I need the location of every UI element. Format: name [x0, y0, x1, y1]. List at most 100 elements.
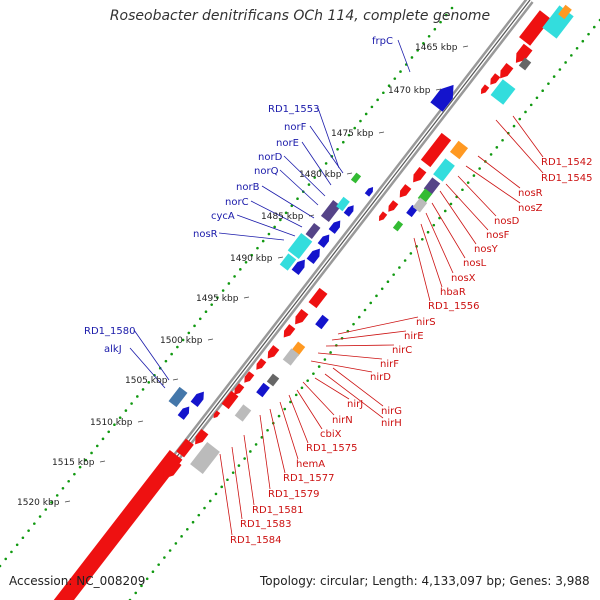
inner-tick-dot — [231, 471, 235, 474]
outer-tick-dot — [141, 388, 145, 391]
outer-tick-dot — [0, 564, 2, 568]
inner-tick-dot — [329, 351, 332, 354]
inner-tick-dot — [151, 570, 155, 574]
inner-tick-dot — [312, 372, 315, 375]
outer-tick-dot — [244, 260, 248, 264]
outer-tick-dot — [387, 84, 391, 87]
forward-leader-line — [236, 214, 296, 237]
outer-tick-dot — [433, 27, 437, 31]
outer-tick-dot — [50, 501, 53, 504]
feature-box — [350, 172, 362, 184]
reverse-leader-line — [279, 401, 299, 460]
feature-box — [336, 196, 350, 212]
outer-tick-dot — [439, 20, 442, 24]
outer-tick-dot — [227, 282, 231, 285]
forward-gene-arrow — [177, 406, 190, 420]
outer-tick-dot — [239, 268, 242, 271]
outer-tick-dot — [113, 423, 116, 427]
outer-tick-dot — [193, 324, 196, 328]
kbp-tick-labels: 1465 kbp 1470 kbp 1475 kbp 1480 kbp 1485 kbp… — [17, 43, 469, 508]
inner-tick-dot — [592, 25, 596, 29]
outer-tick-dot — [4, 557, 8, 561]
reverse-leader-line — [457, 175, 497, 217]
outer-tick-dot — [95, 444, 99, 448]
feature-box — [433, 158, 455, 182]
forward-gene-label: cycA — [211, 211, 235, 222]
kbp-tick-mark — [435, 88, 442, 91]
feature-box — [190, 442, 220, 474]
feature-box — [449, 140, 469, 160]
forward-leader-line — [309, 125, 344, 174]
label-leader-lines — [129, 39, 544, 536]
kbp-tick-mark — [64, 500, 71, 503]
reverse-leader-line — [317, 352, 383, 360]
outer-tick-dot — [444, 13, 448, 17]
reverse-gene-arrow — [388, 200, 399, 212]
feature-box — [420, 132, 452, 168]
inner-tick-dot — [506, 131, 510, 135]
inner-tick-dot — [145, 577, 149, 581]
outer-tick-dot — [55, 494, 59, 497]
inner-tick-dot — [438, 216, 441, 220]
outer-tick-dot — [267, 232, 271, 236]
outer-tick-dot — [181, 338, 185, 342]
reverse-gene-arrow — [195, 428, 209, 445]
reverse-gene-label: RD1_1545 — [541, 173, 592, 184]
inner-tick-dot — [466, 181, 470, 184]
forward-gene-label: norF — [284, 122, 307, 133]
inner-tick-dot — [317, 365, 321, 368]
inner-tick-dot — [283, 407, 287, 411]
inner-tick-dot — [163, 556, 166, 559]
outer-tick-dot — [324, 162, 328, 165]
outer-tick-dot — [450, 6, 454, 10]
inner-tick-dot — [254, 443, 258, 446]
kbp-tick-mark — [172, 378, 179, 381]
inner-tick-dot — [369, 301, 373, 305]
reverse-gene-label: RD1_1581 — [252, 505, 303, 516]
reverse-gene-arrow — [213, 410, 221, 419]
outer-tick-dot — [233, 275, 236, 278]
feature-box — [266, 373, 280, 387]
kbp-tick-label: 1495 kbp — [196, 294, 239, 304]
inner-tick-dot — [277, 414, 281, 418]
kbp-tick-mark — [137, 420, 144, 423]
inner-tick-dot — [587, 32, 590, 36]
outer-tick-dot — [21, 536, 25, 540]
inner-tick-dot — [570, 54, 573, 57]
inner-tick-dot — [203, 506, 206, 510]
inner-tick-dot — [409, 252, 413, 255]
outer-tick-dot — [187, 331, 191, 335]
reverse-gene-label: nosL — [463, 258, 487, 269]
inner-tick-dot — [558, 68, 562, 71]
feature-box — [392, 220, 404, 232]
reverse-leader-line — [425, 212, 454, 274]
inner-tick-dot — [432, 223, 436, 227]
forward-leader-line — [129, 347, 166, 389]
outer-tick-dot — [353, 126, 357, 130]
reverse-gene-label: RD1_1583 — [240, 519, 291, 530]
gene-labels: frpC RD1_1553 norF norE norD norQ norB norC cycA… — [84, 36, 592, 546]
inner-tick-dot — [535, 96, 539, 100]
reverse-gene-arrow — [163, 457, 182, 479]
forward-gene-label: nosR — [193, 229, 218, 240]
kbp-tick-mark — [243, 296, 250, 299]
forward-gene-arrow — [430, 84, 454, 112]
reverse-leader-line — [231, 446, 243, 520]
kbp-tick-label: 1480 kbp — [299, 170, 342, 180]
forward-gene-arrow — [190, 391, 204, 408]
reverse-gene-label: nirN — [332, 415, 353, 426]
outer-tick-dot — [130, 402, 133, 405]
genome-summary-text: Topology: circular; Length: 4,133,097 bp… — [260, 574, 590, 588]
inner-tick-dot — [541, 89, 544, 93]
forward-leader-line — [317, 107, 340, 169]
kbp-tick-mark — [207, 338, 214, 341]
reverse-leader-line — [314, 377, 350, 400]
forward-gene-arrow — [317, 234, 330, 248]
outer-tick-dot — [107, 430, 111, 434]
outer-tick-dot — [124, 409, 128, 412]
reverse-gene-label: nirH — [381, 418, 402, 429]
kbp-tick-label: 1485 kbp — [261, 212, 304, 222]
forward-gene-label: norQ — [254, 166, 279, 177]
outer-tick-dot — [422, 42, 425, 45]
kbp-tick-mark — [308, 214, 315, 217]
